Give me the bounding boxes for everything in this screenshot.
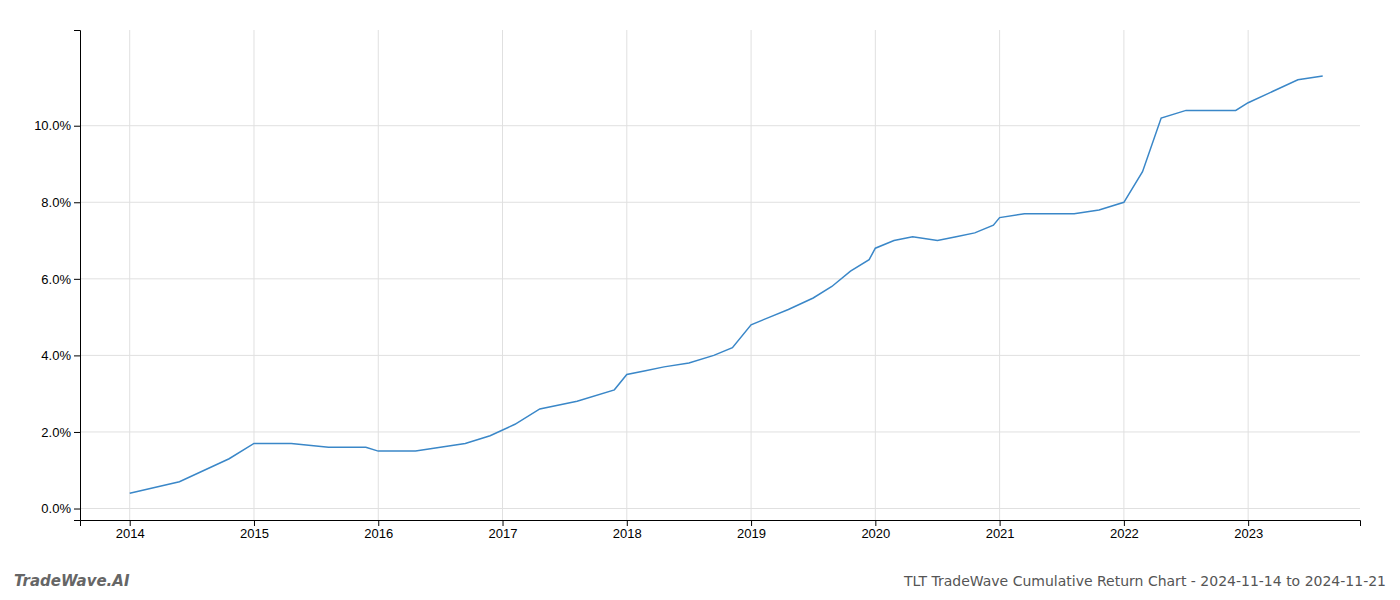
grid-line (999, 30, 1000, 520)
grid-line (502, 30, 503, 520)
x-tick-mark (503, 520, 504, 526)
x-tick: 2014 (116, 520, 145, 541)
line (130, 76, 1323, 493)
x-tick-label: 2020 (861, 526, 890, 541)
x-tick-mark (627, 520, 628, 526)
grid-line (875, 30, 876, 520)
y-tick-label: 6.0% (41, 271, 71, 286)
x-tick-mark (130, 520, 131, 526)
x-tick-label: 2014 (116, 526, 145, 541)
y-tick-label: 10.0% (34, 118, 71, 133)
x-tick: 2021 (986, 520, 1015, 541)
x-axis-line (81, 521, 1361, 527)
x-tick-label: 2021 (986, 526, 1015, 541)
grid (80, 30, 1360, 520)
x-tick: 2023 (1234, 520, 1263, 541)
x-tick-label: 2023 (1234, 526, 1263, 541)
plot: 2014 2015 2016 2017 2018 2019 2020 2021 2022 2023… (34, 30, 1360, 541)
grid-line (80, 355, 1360, 356)
y-tick-mark (74, 126, 80, 127)
watermark: TradeWave.AI (14, 572, 130, 590)
x-tick: 2018 (613, 520, 642, 541)
grid-line (80, 125, 1360, 126)
title: TLT TradeWave Cumulative Return Chart - … (903, 573, 1386, 589)
y-tick: 0.0% (41, 501, 80, 516)
y-tick-label: 2.0% (41, 425, 71, 440)
grid-line (80, 278, 1360, 279)
y-tick-label: 8.0% (41, 195, 71, 210)
x-tick: 2020 (861, 520, 890, 541)
y-tick-mark (74, 432, 80, 433)
grid-line (129, 30, 130, 520)
x-tick-mark (1124, 520, 1125, 526)
x-tick-mark (254, 520, 255, 526)
x-tick: 2017 (489, 520, 518, 541)
y-tick: 10.0% (34, 118, 80, 133)
y-tick: 2.0% (41, 425, 80, 440)
grid-line (80, 202, 1360, 203)
x-tick-mark (751, 520, 752, 526)
grid-line (378, 30, 379, 520)
x-tick-mark (378, 520, 379, 526)
grid-line (80, 431, 1360, 432)
marks (130, 76, 1323, 493)
y-tick-mark (74, 279, 80, 280)
y-tick: 4.0% (41, 348, 80, 363)
y-tick-label: 0.0% (41, 501, 71, 516)
x-tick: 2019 (737, 520, 766, 541)
grid-line (80, 508, 1360, 509)
x-tick-label: 2016 (364, 526, 393, 541)
x-tick-label: 2019 (737, 526, 766, 541)
x-tick-label: 2018 (613, 526, 642, 541)
y-tick-mark (74, 355, 80, 356)
x-axis: 2014 2015 2016 2017 2018 2019 2020 2021 2022 2023 (81, 520, 1361, 541)
x-tick: 2016 (364, 520, 393, 541)
grid-line (1123, 30, 1124, 520)
x-tick-label: 2015 (240, 526, 269, 541)
y-tick-label: 4.0% (41, 348, 71, 363)
x-tick-mark (875, 520, 876, 526)
chart: 2014 2015 2016 2017 2018 2019 2020 2021 2022 2023… (0, 0, 1400, 600)
y-axis-line (74, 31, 81, 521)
x-tick-label: 2017 (489, 526, 518, 541)
y-tick: 8.0% (41, 195, 80, 210)
grid-line (253, 30, 254, 520)
y-axis: 0.0% 2.0% 4.0% 6.0% 8.0% 10.0% (34, 31, 80, 521)
grid-line (751, 30, 752, 520)
y-tick-mark (74, 202, 80, 203)
grid-line (626, 30, 627, 520)
x-tick-label: 2022 (1110, 526, 1139, 541)
x-tick: 2022 (1110, 520, 1139, 541)
y-tick-mark (74, 509, 80, 510)
x-tick-mark (1000, 520, 1001, 526)
y-tick: 6.0% (41, 271, 80, 286)
x-tick-mark (1248, 520, 1249, 526)
x-tick: 2015 (240, 520, 269, 541)
